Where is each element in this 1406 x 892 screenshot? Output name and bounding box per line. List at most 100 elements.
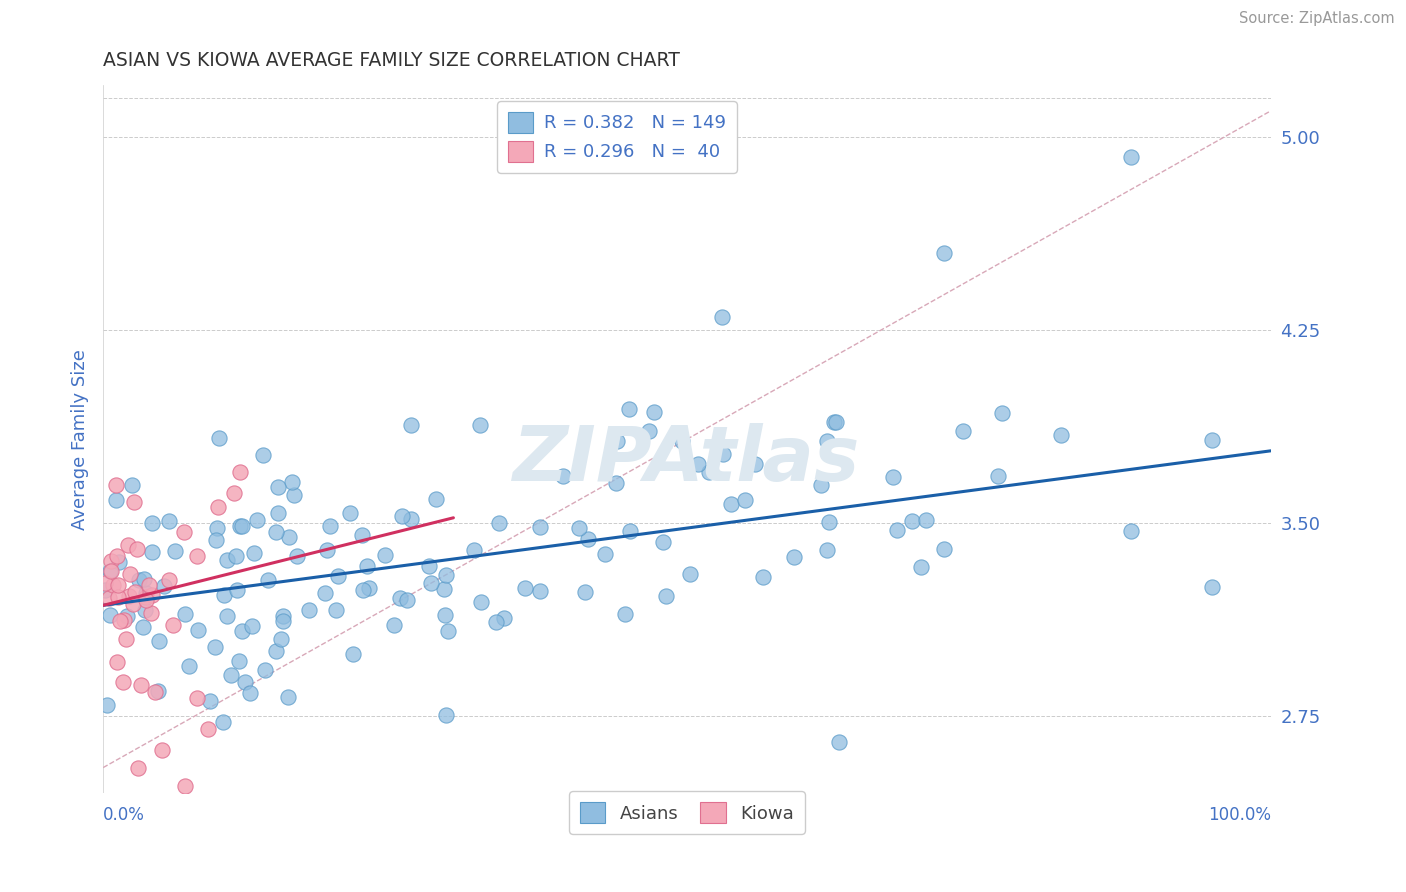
Point xyxy=(139,606,162,620)
Point xyxy=(551,468,574,483)
Point xyxy=(228,653,250,667)
Point xyxy=(226,583,249,598)
Point xyxy=(815,434,838,448)
Point xyxy=(319,519,342,533)
Point xyxy=(100,564,122,578)
Point xyxy=(225,549,247,564)
Point xyxy=(470,595,492,609)
Point xyxy=(652,534,675,549)
Point xyxy=(231,518,253,533)
Point xyxy=(173,779,195,793)
Point xyxy=(529,519,551,533)
Point xyxy=(617,402,640,417)
Point xyxy=(886,523,908,537)
Point xyxy=(986,468,1008,483)
Point xyxy=(124,585,146,599)
Point xyxy=(433,582,456,597)
Text: ZIPAtlas: ZIPAtlas xyxy=(513,424,860,498)
Point xyxy=(107,591,129,605)
Point xyxy=(339,506,361,520)
Point xyxy=(655,589,678,603)
Point xyxy=(117,538,139,552)
Point xyxy=(434,707,457,722)
Point xyxy=(267,506,290,520)
Point xyxy=(127,761,149,775)
Point xyxy=(229,519,252,533)
Point xyxy=(352,527,374,541)
Point xyxy=(101,578,124,592)
Point xyxy=(825,415,848,429)
Point xyxy=(485,615,508,629)
Point xyxy=(150,742,173,756)
Point xyxy=(271,608,294,623)
Point xyxy=(157,514,180,528)
Point xyxy=(314,586,336,600)
Point xyxy=(1049,427,1071,442)
Y-axis label: Average Family Size: Average Family Size xyxy=(72,349,89,530)
Point xyxy=(254,664,277,678)
Point xyxy=(325,603,347,617)
Point xyxy=(98,607,121,622)
Point xyxy=(135,586,157,600)
Point xyxy=(720,497,742,511)
Point xyxy=(100,554,122,568)
Point xyxy=(1119,524,1142,538)
Point xyxy=(143,685,166,699)
Point xyxy=(419,575,441,590)
Point xyxy=(342,647,364,661)
Point xyxy=(228,465,250,479)
Point xyxy=(818,515,841,529)
Point xyxy=(239,686,262,700)
Point xyxy=(135,590,157,604)
Point xyxy=(94,582,117,597)
Point xyxy=(515,581,537,595)
Point xyxy=(179,659,201,673)
Point xyxy=(1119,150,1142,164)
Point xyxy=(157,573,180,587)
Point xyxy=(205,533,228,547)
Point xyxy=(93,576,115,591)
Point xyxy=(96,698,118,713)
Point xyxy=(162,618,184,632)
Point xyxy=(752,570,775,584)
Point xyxy=(619,524,641,538)
Point xyxy=(613,607,636,622)
Point xyxy=(141,516,163,530)
Point xyxy=(132,620,155,634)
Point xyxy=(1201,433,1223,447)
Point xyxy=(118,589,141,603)
Point xyxy=(285,549,308,564)
Point xyxy=(374,548,396,562)
Point xyxy=(437,624,460,639)
Point xyxy=(606,434,628,448)
Point xyxy=(278,530,301,544)
Point xyxy=(105,477,128,491)
Point xyxy=(823,415,845,429)
Point xyxy=(264,525,287,540)
Point xyxy=(128,573,150,587)
Point xyxy=(105,549,128,563)
Point xyxy=(246,513,269,527)
Point xyxy=(492,610,515,624)
Point xyxy=(129,678,152,692)
Text: 0.0%: 0.0% xyxy=(103,806,145,824)
Point xyxy=(637,424,659,438)
Point xyxy=(679,567,702,582)
Point xyxy=(901,514,924,528)
Point xyxy=(174,607,197,621)
Point xyxy=(932,542,955,557)
Point xyxy=(207,521,229,535)
Point xyxy=(204,640,226,655)
Point xyxy=(186,691,208,706)
Point xyxy=(281,475,304,489)
Point xyxy=(316,543,339,558)
Point xyxy=(991,407,1014,421)
Point xyxy=(828,735,851,749)
Point xyxy=(257,574,280,588)
Text: Source: ZipAtlas.com: Source: ZipAtlas.com xyxy=(1239,11,1395,26)
Point xyxy=(153,578,176,592)
Point xyxy=(107,578,129,592)
Point xyxy=(108,555,131,569)
Point xyxy=(212,715,235,730)
Point xyxy=(744,458,766,472)
